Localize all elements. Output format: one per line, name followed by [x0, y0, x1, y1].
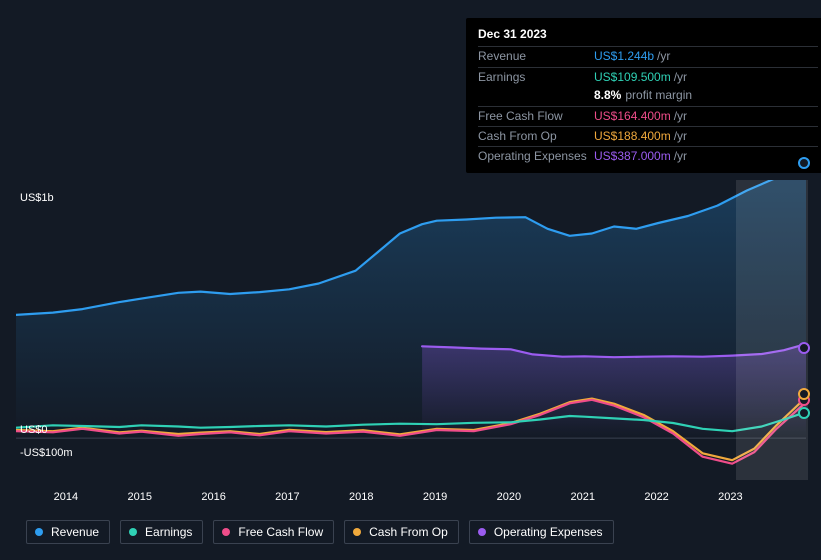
tooltip-row-unit: /yr — [657, 48, 670, 65]
hover-marker-cash-from-op — [798, 388, 810, 400]
x-axis-label: 2014 — [54, 491, 78, 503]
legend-dot — [478, 528, 486, 536]
hover-marker-operating-expenses — [798, 342, 810, 354]
hover-marker-revenue — [798, 157, 810, 169]
tooltip-row-value: US$1.244b — [594, 48, 654, 65]
tooltip-row: Operating ExpensesUS$387.000m/yr — [478, 146, 818, 166]
legend-item-cash-from-op[interactable]: Cash From Op — [344, 520, 459, 544]
x-axis-label: 2022 — [644, 491, 668, 503]
chart-plot-area[interactable] — [16, 180, 806, 480]
tooltip-row-label: Earnings — [478, 69, 594, 86]
tooltip-row: RevenueUS$1.244b/yr — [478, 46, 818, 66]
legend-dot — [222, 528, 230, 536]
y-axis-label: US$0 — [20, 424, 80, 436]
tooltip-row-unit: /yr — [674, 108, 687, 125]
tooltip-date: Dec 31 2023 — [478, 24, 818, 46]
tooltip-row-unit: /yr — [674, 69, 687, 86]
x-axis-label: 2017 — [275, 491, 299, 503]
tooltip-row-value: US$164.400m — [594, 108, 671, 125]
x-axis-label: 2021 — [571, 491, 595, 503]
tooltip-row-label: Cash From Op — [478, 128, 594, 145]
y-axis-label: -US$100m — [20, 447, 80, 459]
x-axis-label: 2018 — [349, 491, 373, 503]
legend-item-revenue[interactable]: Revenue — [26, 520, 110, 544]
legend-dot — [35, 528, 43, 536]
hover-band — [736, 180, 808, 480]
hover-tooltip: Dec 31 2023 RevenueUS$1.244b/yrEarningsU… — [466, 18, 821, 173]
x-axis-label: 2015 — [128, 491, 152, 503]
tooltip-row-value: US$109.500m — [594, 69, 671, 86]
legend-label: Operating Expenses — [494, 525, 603, 539]
x-axis-label: 2019 — [423, 491, 447, 503]
tooltip-row-value: US$387.000m — [594, 148, 671, 165]
tooltip-row-unit: /yr — [674, 148, 687, 165]
tooltip-row-label: Free Cash Flow — [478, 108, 594, 125]
x-axis-label: 2023 — [718, 491, 742, 503]
legend-label: Free Cash Flow — [238, 525, 323, 539]
tooltip-row-value: US$188.400m — [594, 128, 671, 145]
legend: Revenue Earnings Free Cash Flow Cash From O… — [26, 520, 614, 544]
legend-item-free-cash-flow[interactable]: Free Cash Flow — [213, 520, 334, 544]
tooltip-row-unit: /yr — [674, 128, 687, 145]
x-axis-label: 2016 — [201, 491, 225, 503]
tooltip-row: EarningsUS$109.500m/yr — [478, 67, 818, 87]
legend-label: Revenue — [51, 525, 99, 539]
y-axis-label: US$1b — [20, 192, 80, 204]
legend-dot — [353, 528, 361, 536]
legend-item-operating-expenses[interactable]: Operating Expenses — [469, 520, 614, 544]
tooltip-row: Free Cash FlowUS$164.400m/yr — [478, 106, 818, 126]
legend-item-earnings[interactable]: Earnings — [120, 520, 203, 544]
legend-label: Cash From Op — [369, 525, 448, 539]
tooltip-row-label: Operating Expenses — [478, 148, 594, 165]
legend-dot — [129, 528, 137, 536]
tooltip-subrow: 8.8%profit margin — [478, 87, 818, 105]
legend-label: Earnings — [145, 525, 192, 539]
hover-marker-earnings — [798, 407, 810, 419]
tooltip-row: Cash From OpUS$188.400m/yr — [478, 126, 818, 146]
tooltip-row-label: Revenue — [478, 48, 594, 65]
x-axis-label: 2020 — [497, 491, 521, 503]
